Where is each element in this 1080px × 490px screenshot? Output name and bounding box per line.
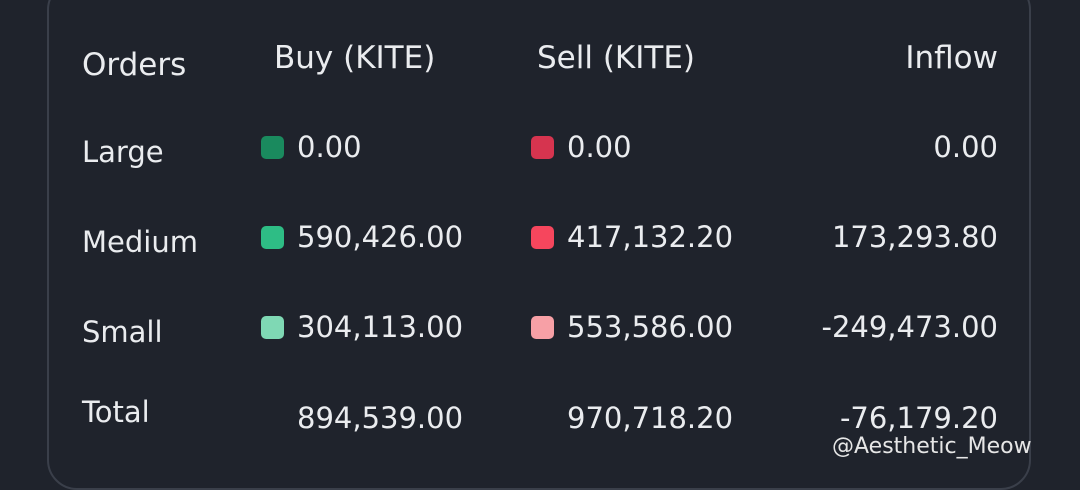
inflow-value: -76,179.20 bbox=[839, 401, 998, 435]
buy-value: 0.00 bbox=[297, 130, 362, 164]
sell-value: 970,718.20 bbox=[567, 401, 734, 435]
sell-swatch bbox=[531, 316, 554, 339]
watermark: @Aesthetic_Meow bbox=[832, 434, 1032, 459]
buy-value: 590,426.00 bbox=[297, 220, 464, 254]
inflow-value: -249,473.00 bbox=[821, 310, 998, 344]
sell-value: 0.00 bbox=[567, 130, 632, 164]
buy-value: 894,539.00 bbox=[297, 401, 464, 435]
row-label: Large bbox=[82, 135, 164, 169]
header-cell: Sell (KITE) bbox=[537, 40, 696, 76]
header-cell: Orders bbox=[82, 47, 187, 83]
buy-swatch bbox=[261, 226, 284, 249]
buy-swatch bbox=[261, 136, 284, 159]
row-label: Total bbox=[82, 395, 150, 429]
row-label: Small bbox=[82, 315, 163, 349]
buy-swatch bbox=[261, 316, 284, 339]
sell-swatch bbox=[531, 226, 554, 249]
inflow-value: 173,293.80 bbox=[831, 220, 998, 254]
sell-value: 553,586.00 bbox=[567, 310, 734, 344]
buy-value: 304,113.00 bbox=[297, 310, 464, 344]
page: @Aesthetic_Meow (() => { const data = JS… bbox=[47, 0, 1032, 490]
header-cell: Buy (KITE) bbox=[274, 40, 436, 76]
sell-value: 417,132.20 bbox=[567, 220, 734, 254]
sell-swatch bbox=[531, 136, 554, 159]
inflow-value: 0.00 bbox=[933, 130, 998, 164]
row-label: Medium bbox=[82, 225, 198, 259]
header-cell: Inflow bbox=[905, 40, 998, 76]
